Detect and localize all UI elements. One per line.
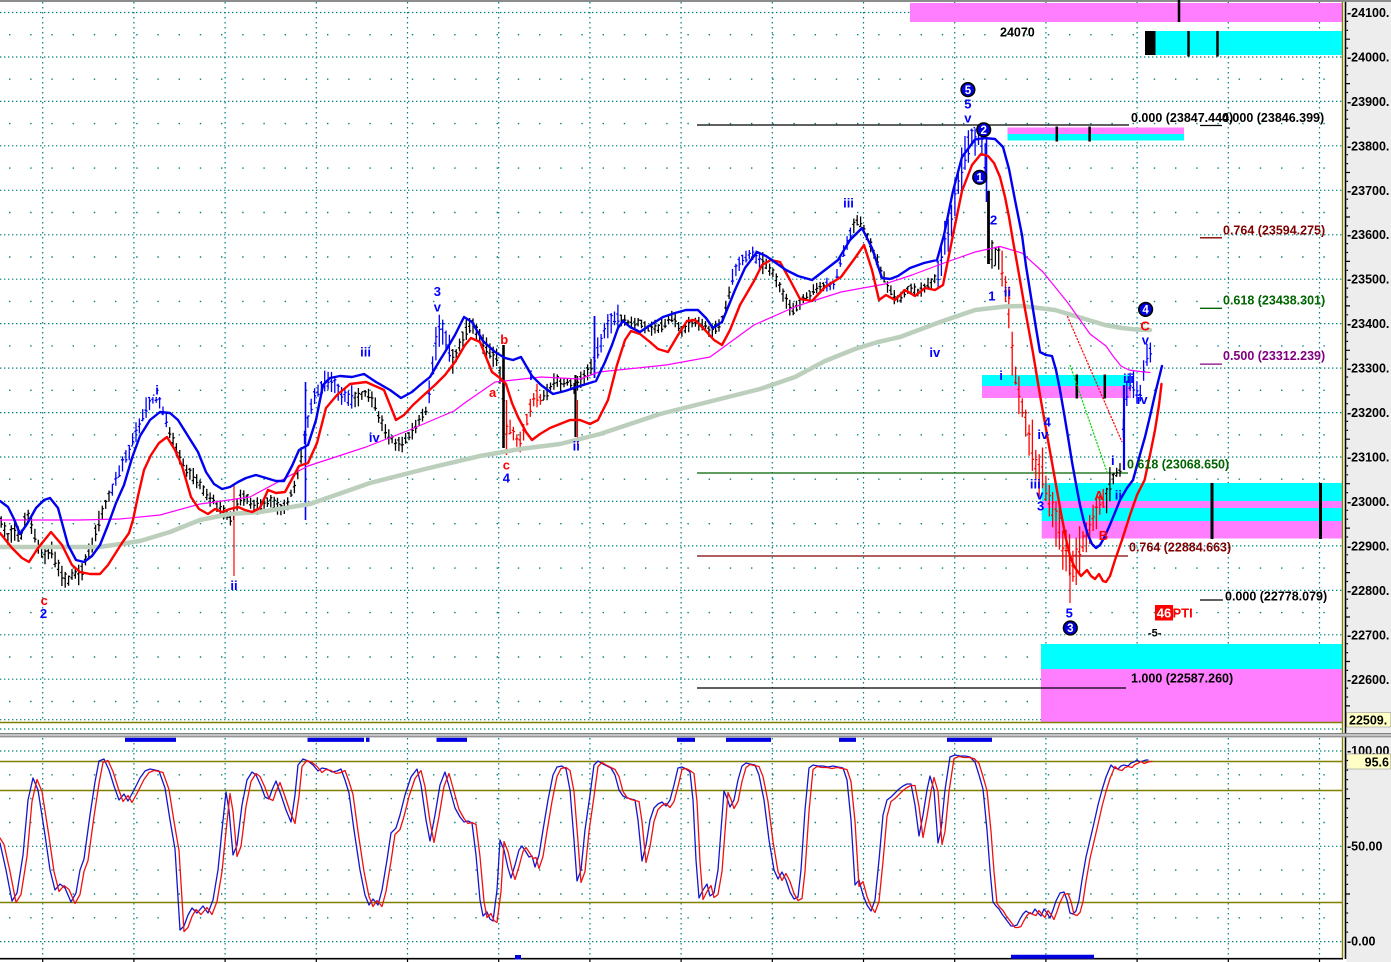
svg-text:A: A	[1094, 488, 1104, 503]
svg-text:-22800.: -22800.	[1347, 584, 1389, 598]
svg-text:-50.00: -50.00	[1347, 839, 1382, 853]
svg-text:95.6: 95.6	[1365, 755, 1389, 769]
svg-text:-23600.: -23600.	[1347, 228, 1389, 242]
svg-text:PTI: PTI	[1173, 606, 1193, 621]
svg-text:ii: ii	[573, 439, 580, 454]
svg-text:-23300.: -23300.	[1347, 362, 1389, 376]
svg-text:-23100.: -23100.	[1347, 451, 1389, 465]
svg-text:v: v	[1036, 488, 1044, 503]
svg-text:i: i	[1111, 453, 1115, 468]
svg-text:1: 1	[976, 173, 983, 185]
svg-text:1.000 (22587.260): 1.000 (22587.260)	[1131, 671, 1233, 685]
svg-text:3: 3	[1037, 499, 1044, 514]
svg-text:i: i	[155, 383, 159, 398]
svg-text:1: 1	[988, 289, 995, 304]
svg-text:iii: iii	[1030, 476, 1041, 491]
svg-text:5: 5	[965, 85, 972, 97]
svg-text:ii: ii	[1115, 488, 1122, 503]
svg-text:ii: ii	[1004, 285, 1011, 300]
svg-text:0.000 (23846.399): 0.000 (23846.399)	[1222, 111, 1324, 125]
svg-text:24070: 24070	[1000, 26, 1035, 40]
svg-text:b: b	[500, 332, 508, 347]
svg-text:i: i	[999, 368, 1003, 383]
svg-text:iv: iv	[1137, 392, 1149, 407]
svg-text:i: i	[529, 368, 533, 383]
svg-text:c: c	[503, 458, 510, 473]
svg-text:4: 4	[1044, 415, 1052, 430]
svg-text:-23800.: -23800.	[1347, 139, 1389, 153]
svg-text:a: a	[489, 385, 497, 400]
svg-text:iv: iv	[369, 430, 381, 445]
svg-text:iii: iii	[360, 344, 371, 359]
svg-text:-22600.: -22600.	[1347, 673, 1389, 687]
svg-text:0.618 (23068.650): 0.618 (23068.650)	[1127, 458, 1229, 472]
svg-text:2: 2	[980, 125, 986, 137]
svg-text:46: 46	[1157, 606, 1171, 621]
svg-text:iv: iv	[929, 345, 941, 360]
svg-text:0.618 (23438.301): 0.618 (23438.301)	[1223, 294, 1325, 308]
svg-text:-23700.: -23700.	[1347, 184, 1389, 198]
svg-text:0.500 (23312.239): 0.500 (23312.239)	[1223, 349, 1325, 363]
svg-text:-23000.: -23000.	[1347, 495, 1389, 509]
svg-text:22509.: 22509.	[1349, 713, 1387, 727]
svg-text:C: C	[1140, 318, 1150, 333]
svg-text:-23200.: -23200.	[1347, 406, 1389, 420]
svg-text:5: 5	[1066, 606, 1073, 621]
svg-text:-5-: -5-	[1148, 628, 1162, 640]
svg-text:2: 2	[990, 213, 997, 228]
svg-text:3: 3	[1067, 623, 1073, 635]
svg-text:-22700.: -22700.	[1347, 628, 1389, 642]
svg-text:ii: ii	[230, 578, 237, 593]
svg-text:iii: iii	[843, 196, 854, 211]
svg-text:-23900.: -23900.	[1347, 95, 1389, 109]
svg-text:4: 4	[503, 471, 511, 486]
svg-text:-24000.: -24000.	[1347, 51, 1389, 65]
svg-text:-24100.: -24100.	[1347, 6, 1389, 20]
svg-text:v: v	[434, 299, 442, 314]
svg-text:iv: iv	[1037, 427, 1049, 442]
svg-text:0.764 (23594.275): 0.764 (23594.275)	[1223, 224, 1325, 238]
svg-text:3: 3	[434, 284, 441, 299]
svg-text:B: B	[1099, 528, 1108, 543]
svg-text:-23500.: -23500.	[1347, 273, 1389, 287]
svg-text:v: v	[964, 111, 972, 126]
svg-text:iii: iii	[1123, 371, 1134, 386]
svg-text:-22900.: -22900.	[1347, 539, 1389, 553]
svg-text:-0.00: -0.00	[1347, 935, 1376, 949]
svg-text:-23400.: -23400.	[1347, 317, 1389, 331]
svg-text:0.000 (23847.444): 0.000 (23847.444)	[1131, 111, 1233, 125]
svg-text:2: 2	[40, 606, 47, 621]
svg-text:v: v	[1142, 332, 1150, 347]
svg-text:c: c	[41, 593, 48, 608]
svg-text:4: 4	[1142, 305, 1149, 317]
svg-text:0.764 (22884.663): 0.764 (22884.663)	[1129, 541, 1231, 555]
svg-text:0.000 (22778.079): 0.000 (22778.079)	[1225, 590, 1327, 604]
svg-text:5: 5	[964, 97, 971, 112]
